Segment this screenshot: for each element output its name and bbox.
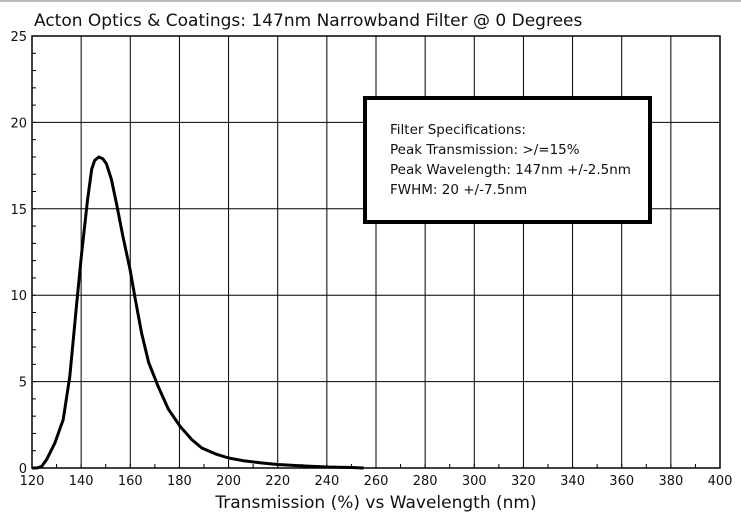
- spec-fwhm: FWHM: 20 +/-7.5nm: [390, 182, 527, 198]
- x-tick-label: 300: [462, 474, 487, 489]
- spec-peak-wavelength: Peak Wavelength: 147nm +/-2.5nm: [390, 162, 631, 178]
- x-tick-label: 360: [609, 474, 634, 489]
- plot-frame: [31, 35, 721, 469]
- y-tick-label: 0: [19, 462, 27, 477]
- y-tick-label: 10: [10, 289, 27, 304]
- x-tick-label: 380: [658, 474, 683, 489]
- y-tick-label: 5: [19, 376, 27, 391]
- x-tick-label: 340: [560, 474, 585, 489]
- chart-title: Acton Optics & Coatings: 147nm Narrowban…: [34, 11, 582, 31]
- y-tick-label: 15: [10, 203, 27, 218]
- x-tick-label: 260: [364, 474, 389, 489]
- x-tick-label: 160: [118, 474, 143, 489]
- x-tick-label: 120: [20, 474, 45, 489]
- transmission-curve: [32, 155, 364, 470]
- x-tick-label: 240: [314, 474, 339, 489]
- y-tick-label: 20: [10, 116, 27, 131]
- x-tick-label: 220: [265, 474, 290, 489]
- x-tick-label: 320: [511, 474, 536, 489]
- x-tick-label: 280: [413, 474, 438, 489]
- spec-peak-transmission: Peak Transmission: >/=15%: [390, 142, 580, 158]
- x-tick-label: 400: [708, 474, 733, 489]
- spec-heading: Filter Specifications:: [390, 122, 526, 138]
- x-tick-label: 200: [216, 474, 241, 489]
- x-axis-label: Transmission (%) vs Wavelength (nm): [214, 493, 536, 513]
- spec-box: [363, 96, 652, 224]
- x-tick-label: 140: [69, 474, 94, 489]
- y-tick-label: 25: [10, 30, 27, 45]
- tick-labels: 120 140 160 180 200 220 240 260 280 300 320 340 360 3…: [10, 30, 732, 489]
- x-tick-label: 180: [167, 474, 192, 489]
